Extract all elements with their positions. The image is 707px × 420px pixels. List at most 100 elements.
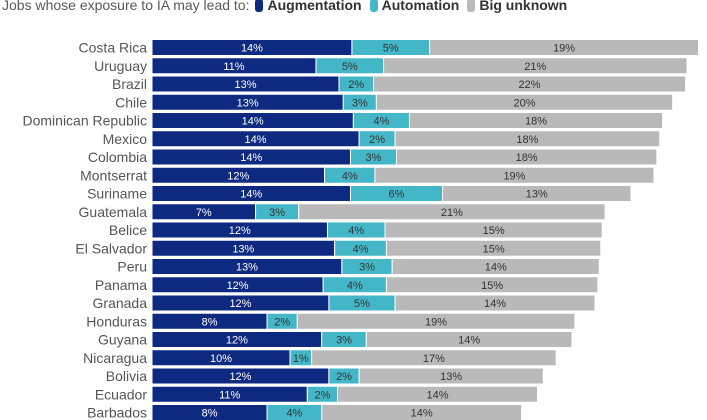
- bar-row-honduras: Honduras 8% 2% 19%: [86, 312, 576, 330]
- data-label-automation: 4%: [286, 408, 302, 420]
- bar-segment-big-unknown[interactable]: [311, 349, 557, 367]
- data-label-automation: 5%: [354, 298, 370, 310]
- data-label-augmentation: 8%: [202, 408, 218, 420]
- data-label-big-unknown: 18%: [516, 152, 538, 164]
- category-label: Mexico: [103, 131, 148, 147]
- bar-segment-big-unknown[interactable]: [391, 258, 600, 275]
- data-label-big-unknown: 13%: [526, 189, 548, 201]
- bar-segment-big-unknown[interactable]: [375, 93, 674, 111]
- data-label-big-unknown: 19%: [503, 170, 525, 182]
- bar-segment-big-unknown[interactable]: [383, 57, 688, 75]
- bar-segment-big-unknown[interactable]: [394, 294, 596, 312]
- bar-segment-big-unknown[interactable]: [385, 239, 602, 257]
- data-label-automation: 5%: [342, 61, 358, 73]
- data-label-augmentation: 12%: [229, 371, 251, 383]
- category-label: Belice: [109, 222, 147, 238]
- category-label: Colombia: [88, 149, 147, 165]
- data-label-big-unknown: 20%: [514, 97, 536, 109]
- category-label: Montserrat: [80, 167, 147, 183]
- bar-segment-big-unknown[interactable]: [408, 112, 664, 129]
- data-label-augmentation: 14%: [245, 134, 267, 146]
- data-label-automation: 2%: [314, 389, 330, 401]
- data-label-big-unknown: 18%: [516, 134, 538, 146]
- bar-segment-big-unknown[interactable]: [384, 221, 603, 239]
- legend-item-big-unknown[interactable]: Big unknown: [467, 0, 567, 13]
- bar-row-uruguay: Uruguay 11% 5% 21%: [94, 57, 688, 75]
- bar-segment-big-unknown[interactable]: [296, 312, 576, 330]
- category-label: Bolivia: [106, 368, 147, 384]
- data-label-automation: 6%: [389, 189, 405, 201]
- category-label: Guyana: [98, 332, 147, 348]
- automation-swatch-icon: [369, 0, 378, 12]
- legend-label-automation: Automation: [381, 0, 460, 13]
- bar-segment-big-unknown[interactable]: [442, 185, 632, 202]
- data-label-automation: 4%: [342, 170, 358, 182]
- category-label: Ecuador: [95, 386, 147, 402]
- bar-row-colombia: Colombia 14% 3% 18%: [88, 148, 658, 166]
- data-label-big-unknown: 19%: [553, 43, 575, 55]
- bar-row-panama: Panama 12% 4% 15%: [95, 276, 599, 294]
- category-label: Dominican Republic: [22, 113, 147, 129]
- bar-segment-big-unknown[interactable]: [298, 203, 606, 221]
- category-label: Guatemala: [79, 204, 148, 220]
- category-label: Panama: [95, 277, 147, 293]
- data-label-augmentation: 14%: [240, 189, 262, 201]
- data-label-augmentation: 12%: [229, 225, 251, 237]
- bar-row-granada: Granada 12% 5% 14%: [93, 294, 596, 312]
- data-label-automation: 4%: [373, 116, 389, 128]
- data-label-augmentation: 12%: [229, 298, 251, 310]
- bar-segment-big-unknown[interactable]: [321, 404, 523, 420]
- data-label-automation: 2%: [274, 316, 290, 328]
- data-label-automation: 4%: [348, 225, 364, 237]
- bar-segment-big-unknown[interactable]: [358, 367, 544, 385]
- data-label-automation: 1%: [293, 353, 309, 365]
- data-label-augmentation: 11%: [223, 61, 244, 73]
- data-label-big-unknown: 13%: [440, 371, 462, 383]
- data-label-augmentation: 7%: [196, 207, 212, 219]
- category-label: Nicaragua: [83, 350, 147, 366]
- bar-segment-big-unknown[interactable]: [394, 130, 661, 148]
- legend-lead-text: Jobs whose exposure to IA may lead to:: [2, 0, 250, 13]
- data-label-augmentation: 14%: [242, 116, 264, 128]
- category-label: Chile: [115, 94, 147, 110]
- bar-row-costa-rica: Costa Rica 14% 5% 19%: [79, 39, 700, 56]
- bar-segment-big-unknown[interactable]: [385, 276, 599, 294]
- data-label-automation: 3%: [336, 335, 352, 347]
- legend-label-big-unknown: Big unknown: [479, 0, 568, 13]
- bar-row-chile: Chile 13% 3% 20%: [115, 93, 674, 111]
- big-unknown-swatch-icon: [467, 0, 476, 12]
- data-label-automation: 2%: [369, 134, 385, 146]
- bar-row-nicaragua: Nicaragua 10% 1% 17%: [83, 349, 557, 367]
- category-label: Brazil: [112, 76, 147, 92]
- bar-segment-big-unknown[interactable]: [365, 331, 573, 348]
- bar-row-montserrat: Montserrat 12% 4% 19%: [80, 166, 655, 184]
- data-label-automation: 3%: [366, 152, 382, 164]
- data-label-automation: 2%: [336, 371, 352, 383]
- legend-item-augmentation[interactable]: Augmentation: [255, 0, 362, 13]
- data-label-augmentation: 14%: [241, 43, 263, 55]
- bar-segment-big-unknown[interactable]: [429, 39, 700, 56]
- bar-segment-big-unknown[interactable]: [373, 75, 687, 93]
- data-label-automation: 4%: [353, 243, 369, 255]
- data-label-big-unknown: 14%: [426, 389, 448, 401]
- bar-segment-big-unknown[interactable]: [337, 385, 538, 403]
- bar-segment-big-unknown[interactable]: [374, 166, 655, 184]
- bar-segment-big-unknown[interactable]: [396, 148, 658, 166]
- category-label: Barbados: [87, 405, 147, 420]
- data-label-big-unknown: 15%: [481, 280, 503, 292]
- data-label-big-unknown: 14%: [484, 298, 506, 310]
- legend-item-automation[interactable]: Automation: [369, 0, 460, 13]
- category-label: Costa Rica: [79, 40, 148, 56]
- data-label-augmentation: 12%: [226, 335, 248, 347]
- legend-label-augmentation: Augmentation: [267, 0, 362, 13]
- data-label-big-unknown: 15%: [483, 225, 505, 237]
- bar-row-guyana: Guyana 12% 3% 14%: [98, 331, 573, 348]
- data-label-automation: 5%: [383, 43, 399, 55]
- bar-row-belice: Belice 12% 4% 15%: [109, 221, 603, 239]
- data-label-augmentation: 8%: [202, 316, 218, 328]
- data-label-big-unknown: 18%: [525, 116, 547, 128]
- data-label-automation: 4%: [347, 280, 363, 292]
- data-label-augmentation: 13%: [237, 97, 259, 109]
- augmentation-swatch-icon: [255, 0, 264, 12]
